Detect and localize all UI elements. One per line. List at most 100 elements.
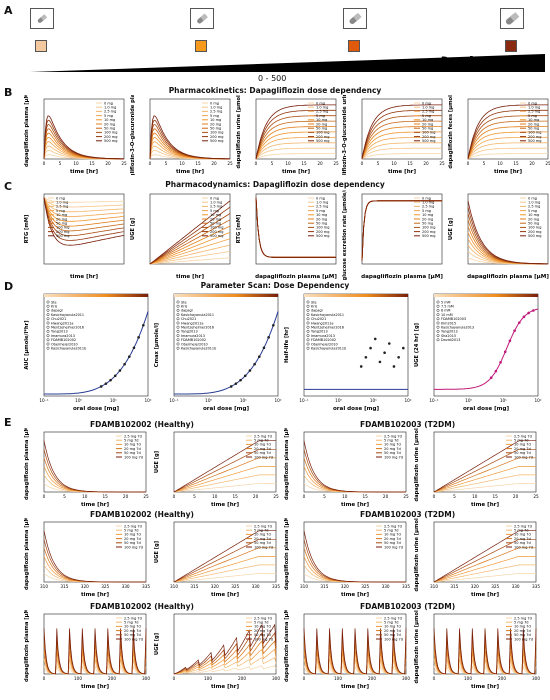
x-tick-label: 315: [450, 584, 458, 589]
legend-entry: Yang2013: [181, 330, 198, 334]
legend-entry: 10 mg: [56, 213, 67, 217]
x-tick-label: 325: [491, 584, 499, 589]
legend-entry: 5 mg 7d: [384, 439, 399, 443]
data-point: [508, 339, 512, 343]
data-point: [364, 355, 368, 359]
legend-entry: 200 mg: [528, 135, 541, 139]
legend-entry: 200 mg: [210, 230, 223, 234]
legend-entry: Yang2013: [311, 330, 328, 334]
legend-entry: 10 mg: [528, 118, 539, 122]
dose-curve: [255, 126, 336, 160]
legend-entry: 20 mg: [528, 217, 539, 221]
legend-entry: 2.5 mg 7d: [124, 434, 142, 438]
legend-entry: 5 mg: [528, 209, 537, 213]
x-tick-label: 335: [402, 584, 410, 589]
x-tick-label: 10: [497, 161, 503, 166]
x-tick-label: 320: [471, 584, 479, 589]
panel-label-a: A: [4, 4, 13, 17]
legend-entry: 7.5 mM: [441, 305, 454, 309]
scan-curve: [44, 311, 149, 395]
x-axis-label: time [hr]: [211, 684, 239, 690]
legend-entry: 10 mg: [104, 118, 115, 122]
legend-entry: 5 mg: [210, 209, 219, 213]
legend-entry: Kasichayanula2011b: [181, 347, 216, 351]
legend-marker: [306, 308, 310, 312]
e-curve: [303, 474, 406, 493]
legend-entry: 50 mg: [528, 127, 539, 131]
plot-frame: [255, 193, 337, 265]
dose-curve: [255, 109, 336, 160]
legend-entry: 500 mg: [528, 139, 541, 143]
legend-entry: 10 mg 7d: [124, 625, 141, 629]
x-axis-label: time [hr]: [341, 502, 369, 508]
legend-entry: 100 mg 7d: [514, 455, 533, 459]
legend-entry: 200 mg: [316, 230, 329, 234]
pd-curve: [149, 225, 231, 265]
dose-curve: [255, 142, 336, 160]
legend-entry: 50 mg 7d: [514, 633, 531, 637]
legend-entry: 100 mg 7d: [254, 545, 273, 549]
legend-entry: dapagl: [311, 309, 323, 313]
legend-marker: [306, 342, 310, 346]
y-axis-label: dapagliflozin plasma [μM]: [24, 610, 30, 682]
pd-curve: [149, 206, 231, 265]
x-tick-label: 320: [211, 584, 219, 589]
legend-marker: [46, 308, 50, 312]
x-tick-label: 320: [81, 584, 89, 589]
legend-entry: 5 mg: [316, 114, 325, 118]
legend-entry: 10 mg 7d: [254, 625, 271, 629]
e-curve: [433, 474, 536, 493]
pd-curve: [149, 244, 231, 265]
e-plot-title: FDAMB102002 (Healthy): [90, 602, 194, 611]
data-point: [234, 382, 238, 385]
x-tick-label: 0: [433, 494, 436, 499]
x-tick-label: 25: [439, 161, 445, 166]
legend-marker: [436, 321, 440, 325]
legend-entry: Kasichayanula2011: [311, 313, 344, 317]
legend-entry: 20 mg: [316, 122, 327, 126]
pk-plot: dapagliflozin feces [μmole] time [hr] 0 5 10…: [448, 95, 550, 175]
data-point: [239, 378, 242, 382]
x-tick-label: 10: [73, 161, 79, 166]
legend-entry: 1.0 mg: [528, 201, 540, 205]
legend-entry: 2.5 mg 7d: [254, 524, 272, 528]
e-curve: [43, 530, 146, 583]
x-tick-label: 200: [108, 676, 116, 681]
e-plot: dapagliflozin plasma [μM] time [hr] 0 5 10 15…: [284, 428, 409, 508]
y-axis-label: glucose excretion rate [μmole/min]: [342, 190, 348, 280]
legend-entry: 50 mg: [210, 127, 221, 131]
legend-marker: [46, 342, 50, 346]
scan-title: Parameter Scan: Dose Dependency: [200, 281, 350, 290]
x-tick-label: 310: [40, 584, 48, 589]
x-tick-label: 200: [498, 676, 506, 681]
legend-entry: 50 mg 7d: [254, 541, 271, 545]
e-plot-title: FDAMB102003 (T2DM): [360, 510, 456, 519]
legend-entry: 5 mg 7d: [124, 621, 139, 625]
x-tick-label: 10⁰: [75, 398, 82, 403]
panel-label-b: B: [4, 86, 13, 99]
legend-entry: 100 mg 7d: [124, 637, 143, 641]
x-tick-label: 330: [122, 584, 130, 589]
x-tick-label: 0: [173, 494, 176, 499]
legend-entry: FDAMB102003: [441, 317, 466, 321]
legend-entry: Obermeier2010: [311, 342, 338, 346]
legend-entry: 100 mg: [316, 226, 329, 230]
dose-curve: [255, 153, 336, 160]
x-tick-label: 335: [142, 584, 150, 589]
legend-entry: 50 mg 7d: [514, 451, 531, 455]
legend-entry: 5 mg 7d: [384, 621, 399, 625]
dose-curve: [255, 147, 336, 160]
legend-entry: 100 mg 7d: [384, 545, 403, 549]
legend-entry: 5 mg 7d: [514, 439, 529, 443]
x-tick-label: 0: [303, 494, 306, 499]
pk-plot: dapagliflozin-3-O-glucuronide urine [μmo…: [342, 95, 445, 175]
dose-curve: [467, 153, 548, 160]
x-tick-label: 10⁰: [205, 398, 212, 403]
pd-plot: RTG [mM] time [hr] 0 mg1.0 mg2.5 mg5 mg10 …: [24, 193, 125, 280]
x-tick-label: 325: [101, 584, 109, 589]
panel-label-c: C: [4, 180, 13, 193]
y-axis-label: dapagliflozin-3-O-glucuronide plasma [μM…: [130, 95, 136, 175]
e-plot: dapagliflozin plasma [μM] time [hr] 310 315…: [24, 518, 150, 598]
legend-entry: 2.5 mg: [422, 110, 434, 114]
legend-entry: Yang2013: [51, 330, 68, 334]
